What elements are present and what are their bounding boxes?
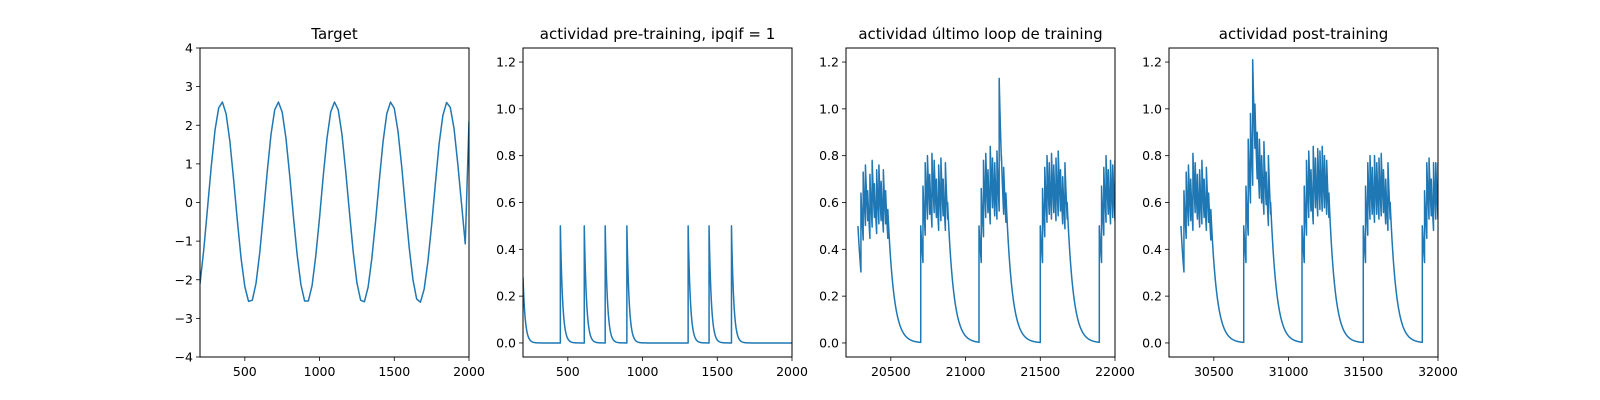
series-layer bbox=[523, 225, 792, 344]
y-tick-label: 0.0 bbox=[1142, 335, 1162, 350]
y-tick-label: 1.0 bbox=[1142, 101, 1162, 116]
y-tick-label: 1.2 bbox=[496, 55, 516, 70]
x-tick-label: 20500 bbox=[871, 364, 911, 379]
x-tick-layer: 20500 21000 21500 22000 bbox=[871, 357, 1135, 379]
x-tick-label: 32000 bbox=[1418, 364, 1458, 379]
y-tick-label: 0.6 bbox=[1142, 195, 1162, 210]
y-tick-label: 0.8 bbox=[819, 148, 839, 163]
subplot-title: actividad último loop de training bbox=[858, 25, 1102, 43]
series-line bbox=[200, 101, 469, 303]
x-tick-label: 31500 bbox=[1343, 364, 1383, 379]
y-tick-label: 0.0 bbox=[819, 335, 839, 350]
y-tick-layer: 0.0 0.2 0.4 0.6 0.8 1.0 1.2 bbox=[496, 55, 523, 350]
x-tick-label: 31000 bbox=[1269, 364, 1309, 379]
y-tick-label: 3 bbox=[185, 79, 193, 94]
x-tick-layer: 500 1000 1500 2000 bbox=[233, 357, 485, 379]
x-tick-label: 1000 bbox=[304, 364, 336, 379]
x-tick-layer: 30500 31000 31500 32000 bbox=[1194, 357, 1458, 379]
x-tick-label: 21000 bbox=[946, 364, 986, 379]
y-tick-label: 0.8 bbox=[496, 148, 516, 163]
series-line bbox=[523, 225, 792, 344]
x-tick-label: 500 bbox=[233, 364, 257, 379]
subplot-target: Target 500 1000 1500 2000 −4 −3 −2 −1 0 1 2 3 4 bbox=[175, 25, 485, 379]
y-tick-label: 0.4 bbox=[496, 242, 516, 257]
x-tick-label: 1500 bbox=[378, 364, 410, 379]
y-tick-label: −4 bbox=[175, 350, 193, 365]
subplot-last-training-loop: actividad último loop de training 20500 2… bbox=[819, 25, 1135, 379]
series-layer bbox=[857, 77, 1115, 344]
x-tick-layer: 500 1000 1500 2000 bbox=[556, 357, 808, 379]
x-tick-label: 1000 bbox=[627, 364, 659, 379]
subplot-post-training: actividad post-training 30500 31000 31500 3… bbox=[1142, 25, 1458, 379]
series-layer bbox=[1180, 58, 1438, 344]
series-line bbox=[857, 77, 1115, 344]
x-tick-label: 2000 bbox=[776, 364, 808, 379]
y-tick-label: 4 bbox=[185, 41, 193, 56]
y-tick-label: 0.4 bbox=[1142, 242, 1162, 257]
y-tick-layer: 0.0 0.2 0.4 0.6 0.8 1.0 1.2 bbox=[1142, 55, 1169, 350]
y-tick-label: 1.2 bbox=[1142, 55, 1162, 70]
y-tick-layer: −4 −3 −2 −1 0 1 2 3 4 bbox=[175, 41, 200, 365]
y-tick-label: 1.2 bbox=[819, 55, 839, 70]
y-tick-label: 0.6 bbox=[496, 195, 516, 210]
series-layer bbox=[200, 101, 469, 303]
y-tick-layer: 0.0 0.2 0.4 0.6 0.8 1.0 1.2 bbox=[819, 55, 846, 350]
subplot-pre-training: actividad pre-training, ipqif = 1 500 100… bbox=[496, 25, 808, 379]
y-tick-label: 0.6 bbox=[819, 195, 839, 210]
y-tick-label: −1 bbox=[175, 234, 193, 249]
series-line bbox=[1180, 58, 1438, 344]
y-tick-label: 0.2 bbox=[1142, 289, 1162, 304]
y-tick-label: 1.0 bbox=[819, 101, 839, 116]
subplot-title: Target bbox=[310, 25, 358, 43]
y-tick-label: 0.8 bbox=[1142, 148, 1162, 163]
y-tick-label: 2 bbox=[185, 118, 193, 133]
y-tick-label: 0.2 bbox=[496, 289, 516, 304]
y-tick-label: 0.4 bbox=[819, 242, 839, 257]
y-tick-label: −2 bbox=[175, 272, 193, 287]
y-tick-label: 1.0 bbox=[496, 101, 516, 116]
x-tick-label: 2000 bbox=[453, 364, 485, 379]
x-tick-label: 22000 bbox=[1095, 364, 1135, 379]
y-tick-label: 0.2 bbox=[819, 289, 839, 304]
x-tick-label: 500 bbox=[556, 364, 580, 379]
subplot-title: actividad post-training bbox=[1219, 25, 1388, 43]
x-tick-label: 1500 bbox=[701, 364, 733, 379]
subplot-title: actividad pre-training, ipqif = 1 bbox=[540, 25, 776, 43]
y-tick-label: 0 bbox=[185, 195, 193, 210]
y-tick-label: 1 bbox=[185, 156, 193, 171]
y-tick-label: 0.0 bbox=[496, 335, 516, 350]
y-tick-label: −3 bbox=[175, 311, 193, 326]
x-tick-label: 30500 bbox=[1194, 364, 1234, 379]
x-tick-label: 21500 bbox=[1020, 364, 1060, 379]
